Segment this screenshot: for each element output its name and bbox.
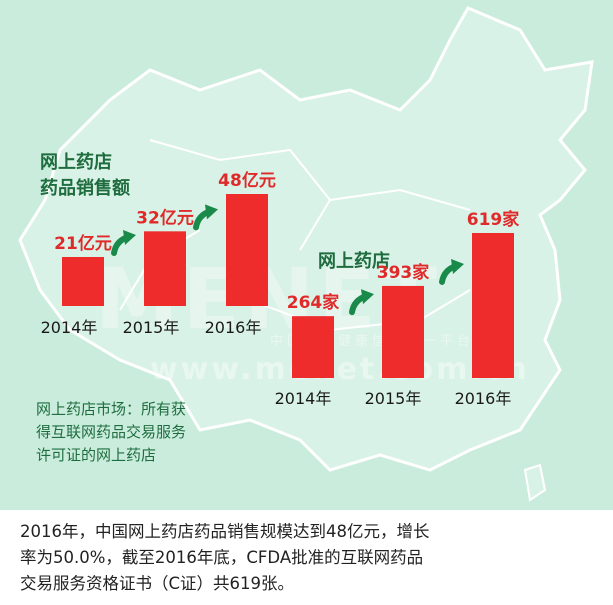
data-label-1-0: 264家 bbox=[287, 292, 340, 313]
data-label-0-2: 48亿元 bbox=[218, 170, 276, 191]
category-label-1-2: 2016年 bbox=[455, 389, 512, 408]
bar-1-0 bbox=[292, 316, 334, 378]
map-inner-path bbox=[119, 139, 471, 332]
summary-caption: 2016年，中国网上药店药品销售规模达到48亿元，增长 率为50.0%，截至20… bbox=[0, 510, 613, 605]
sales-chart-title-line-2: 药品销售额 bbox=[40, 178, 130, 199]
bar-1-2 bbox=[472, 233, 514, 378]
data-label-0-0: 21亿元 bbox=[54, 233, 112, 254]
data-label-0-1: 32亿元 bbox=[136, 207, 194, 228]
note-line: 得互联网药品交易服务 bbox=[36, 423, 187, 441]
sales-chart-title-line-1: 网上药店 bbox=[40, 152, 112, 173]
category-label-0-0: 2014年 bbox=[41, 318, 98, 337]
category-label-1-1: 2015年 bbox=[365, 389, 422, 408]
growth-arrow-1-2-head bbox=[451, 258, 464, 274]
caption-line: 2016年，中国网上药店药品销售规模达到48亿元，增长 bbox=[20, 522, 430, 541]
bar-charts: 21亿元 2014年 32亿元 2015年 48亿元 2016年 264家 2014年 393家… bbox=[41, 170, 520, 408]
map-island-path bbox=[523, 463, 547, 502]
bar-0-0 bbox=[62, 257, 104, 306]
sales-chart-title: 网上药店 药品销售额 bbox=[40, 150, 130, 202]
growth-arrow-0-1-head bbox=[123, 230, 136, 245]
data-label-1-1: 393家 bbox=[377, 262, 430, 283]
category-label-0-1: 2015年 bbox=[123, 318, 180, 337]
note-line: 网上药店市场：所有获 bbox=[36, 400, 187, 418]
category-label-1-0: 2014年 bbox=[275, 389, 332, 408]
watermark-url: www.menet.com.cn bbox=[150, 352, 530, 387]
growth-arrow-0-2-head bbox=[205, 204, 218, 220]
definition-note: 网上药店市场：所有获 得互联网药品交易服务 许可证的网上药店 bbox=[36, 398, 236, 467]
growth-arrow-1-1-head bbox=[361, 289, 374, 305]
caption-line: 交易服务资格证书（C证）共619张。 bbox=[20, 574, 295, 593]
caption-line: 率为50.0%，截至2016年底，CFDA批准的互联网药品 bbox=[20, 548, 424, 567]
category-label-0-2: 2016年 bbox=[205, 318, 262, 337]
bar-0-1 bbox=[144, 231, 186, 306]
data-label-1-2: 619家 bbox=[467, 209, 520, 230]
bar-0-2 bbox=[226, 194, 268, 306]
note-line: 许可证的网上药店 bbox=[36, 446, 157, 464]
china-map-outline bbox=[18, 6, 594, 502]
stores-chart-title: 网上药店 bbox=[318, 251, 390, 272]
bar-1-1 bbox=[382, 285, 424, 378]
